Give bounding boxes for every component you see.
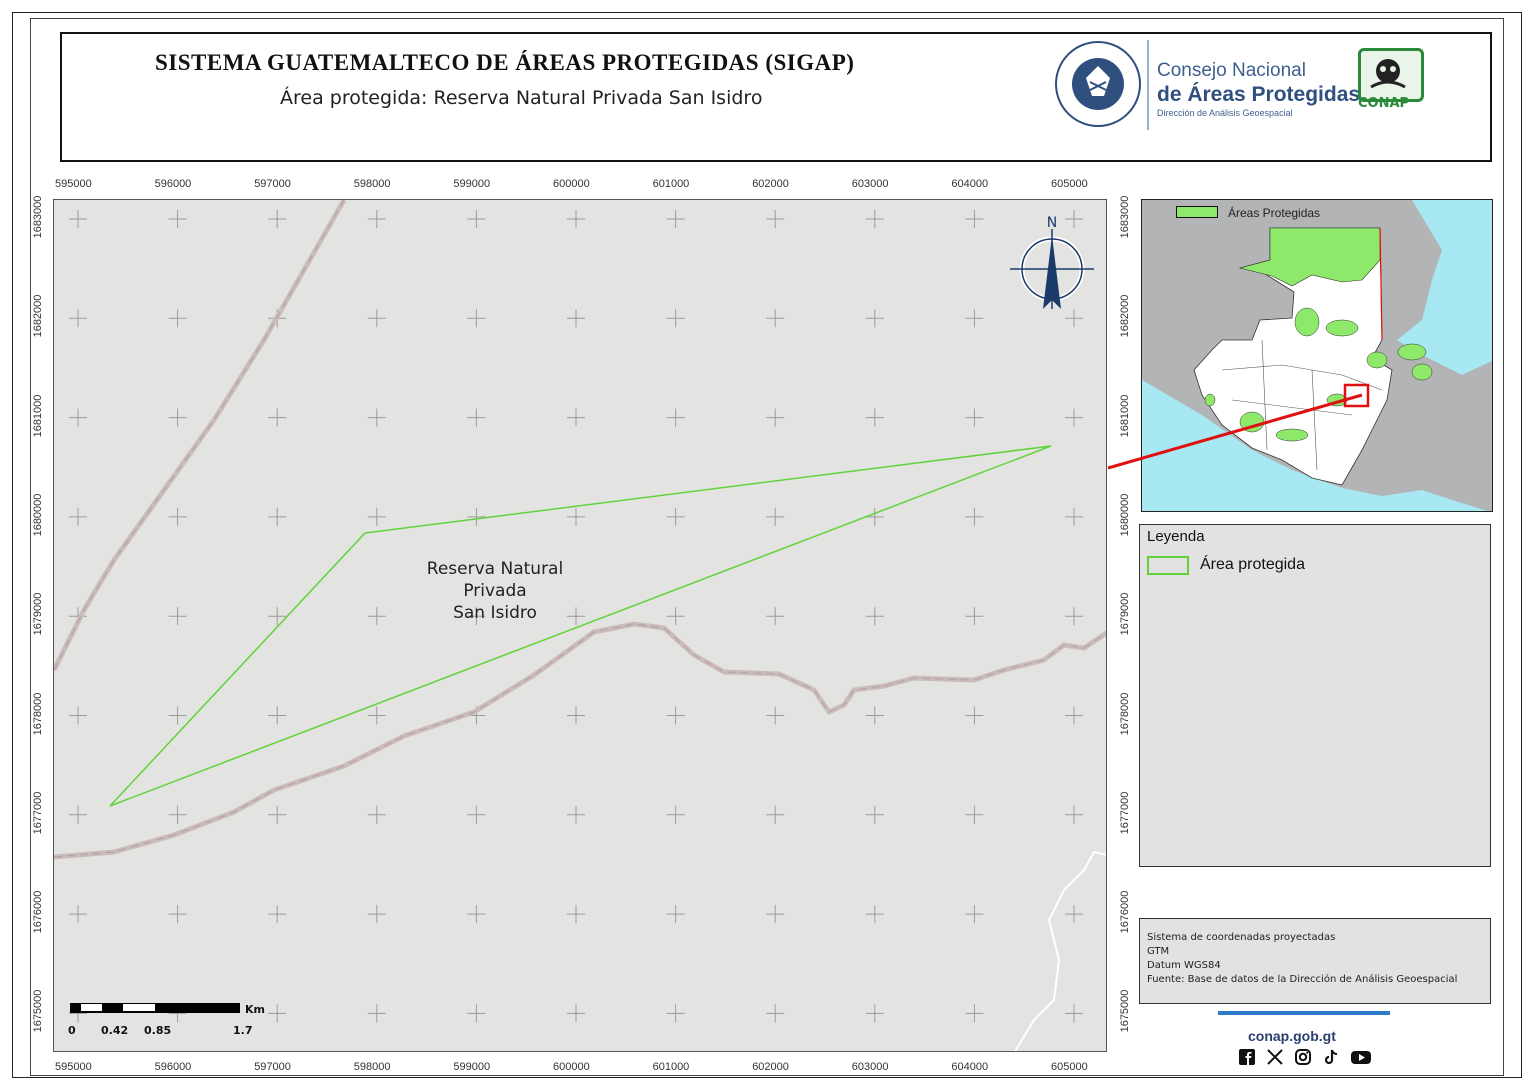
info-source: Fuente: Base de datos de la Dirección de… [1147, 974, 1458, 985]
x-tick-label: 601000 [652, 1061, 690, 1073]
river [1014, 850, 1106, 1051]
scale-bar [70, 1003, 240, 1013]
x-tick-label: 598000 [353, 1061, 391, 1073]
info-datum: Datum WGS84 [1147, 960, 1221, 971]
x-icon[interactable] [1266, 1048, 1284, 1066]
grid-crosses [69, 210, 1083, 1023]
x-tick-label: 600000 [553, 178, 590, 190]
conap-logo-line3: Dirección de Análisis Geoespacial [1157, 108, 1293, 118]
x-tick-label: 596000 [154, 178, 192, 190]
x-tick-label: 600000 [553, 1061, 590, 1073]
y-tick-label: 1676000 [1119, 890, 1131, 934]
y-tick-label: 1678000 [1119, 692, 1131, 735]
north-label: N [1047, 215, 1057, 231]
info-gtm: GTM [1147, 946, 1170, 957]
logo-separator [1147, 40, 1149, 130]
conap-label: CONAP [1358, 96, 1410, 111]
scale-label-0: 0 [68, 1024, 76, 1037]
x-tick-label: 597000 [254, 1061, 291, 1073]
y-tick-label: 1675000 [32, 989, 44, 1033]
x-tick-label: 597000 [254, 178, 291, 190]
x-tick-label: 604000 [951, 1061, 989, 1073]
inset-locator-box [1343, 383, 1370, 408]
x-tick-label: 603000 [851, 1061, 889, 1073]
y-tick-label: 1675000 [1119, 989, 1131, 1033]
x-tick-label: 602000 [752, 178, 789, 190]
inset-map [1141, 199, 1493, 512]
inset-map-canvas [1142, 200, 1492, 511]
y-tick-label: 1681000 [32, 394, 44, 438]
legend-box [1139, 524, 1491, 867]
x-tick-label: 604000 [951, 178, 989, 190]
legend-title: Leyenda [1147, 528, 1205, 545]
y-tick-label: 1679000 [1119, 592, 1131, 636]
x-tick-label: 599000 [453, 1061, 491, 1073]
reserve-label-line2: Privada [463, 581, 527, 601]
y-tick-label: 1680000 [32, 493, 44, 537]
map-subtitle: Área protegida: Reserva Natural Privada … [280, 87, 763, 109]
inset-legend-swatch [1176, 206, 1218, 218]
instagram-icon[interactable] [1294, 1048, 1312, 1066]
x-tick-label: 596000 [154, 1061, 192, 1073]
conap-monkey-logo [1358, 48, 1424, 102]
x-tick-label: 595000 [55, 178, 92, 190]
reserve-label: Reserva Natural Privada San Isidro [420, 558, 570, 624]
reserve-label-line3: San Isidro [453, 603, 537, 623]
y-tick-label: 1679000 [32, 592, 44, 636]
footer-blue-bar [1218, 1011, 1390, 1015]
inner-frame [30, 18, 1504, 1076]
y-tick-label: 1680000 [1119, 493, 1131, 537]
facebook-icon[interactable] [1238, 1048, 1256, 1066]
road-south [54, 621, 1106, 860]
tiktok-icon[interactable] [1322, 1048, 1340, 1066]
legend-swatch-protected-area [1147, 556, 1189, 575]
y-tick-label: 1682000 [1119, 294, 1131, 338]
scale-label-085: 0.85 [144, 1024, 172, 1037]
conap-logo-line2: de Áreas Protegidas [1157, 83, 1361, 106]
social-icons [1238, 1048, 1372, 1066]
info-box [1139, 918, 1491, 1004]
y-tick-label: 1683000 [1119, 195, 1131, 239]
legend-label-protected-area: Área protegida [1200, 556, 1305, 573]
north-arrow-icon: N [1010, 215, 1094, 309]
road-northwest [54, 200, 347, 672]
y-tick-label: 1677000 [32, 791, 44, 835]
y-tick-label: 1677000 [1119, 791, 1131, 835]
x-tick-label: 605000 [1051, 178, 1088, 190]
main-map-canvas [54, 200, 1106, 1051]
guatemala-seal-logo [1055, 41, 1141, 127]
x-tick-label: 595000 [55, 1061, 92, 1073]
youtube-icon[interactable] [1350, 1048, 1372, 1066]
y-tick-label: 1682000 [32, 294, 44, 338]
reserve-label-line1: Reserva Natural [426, 559, 564, 579]
x-tick-label: 603000 [851, 178, 889, 190]
x-tick-label: 602000 [752, 1061, 789, 1073]
website-link[interactable]: conap.gob.gt [1248, 1028, 1336, 1044]
map-title: SISTEMA GUATEMALTECO DE ÁREAS PROTEGIDAS… [155, 50, 855, 75]
x-tick-label: 599000 [453, 178, 491, 190]
main-map [53, 199, 1107, 1052]
scale-label-042: 0.42 [101, 1024, 129, 1037]
inset-legend-label: Áreas Protegidas [1228, 206, 1321, 220]
y-tick-label: 1683000 [32, 195, 44, 239]
scale-unit: Km [245, 1003, 265, 1016]
scale-label-17: 1.7 [233, 1024, 253, 1037]
y-tick-label: 1678000 [32, 692, 44, 735]
conap-logo-line1: Consejo Nacional [1157, 60, 1306, 81]
x-tick-label: 605000 [1051, 1061, 1088, 1073]
y-tick-label: 1676000 [32, 890, 44, 934]
x-tick-label: 601000 [652, 178, 690, 190]
locator-leader-line [1107, 393, 1363, 470]
x-tick-label: 598000 [353, 178, 391, 190]
outer-frame [12, 12, 1522, 1078]
reserve-boundary [109, 445, 1052, 807]
header-box [60, 32, 1492, 162]
info-coord-system: Sistema de coordenadas proyectadas [1147, 932, 1336, 943]
